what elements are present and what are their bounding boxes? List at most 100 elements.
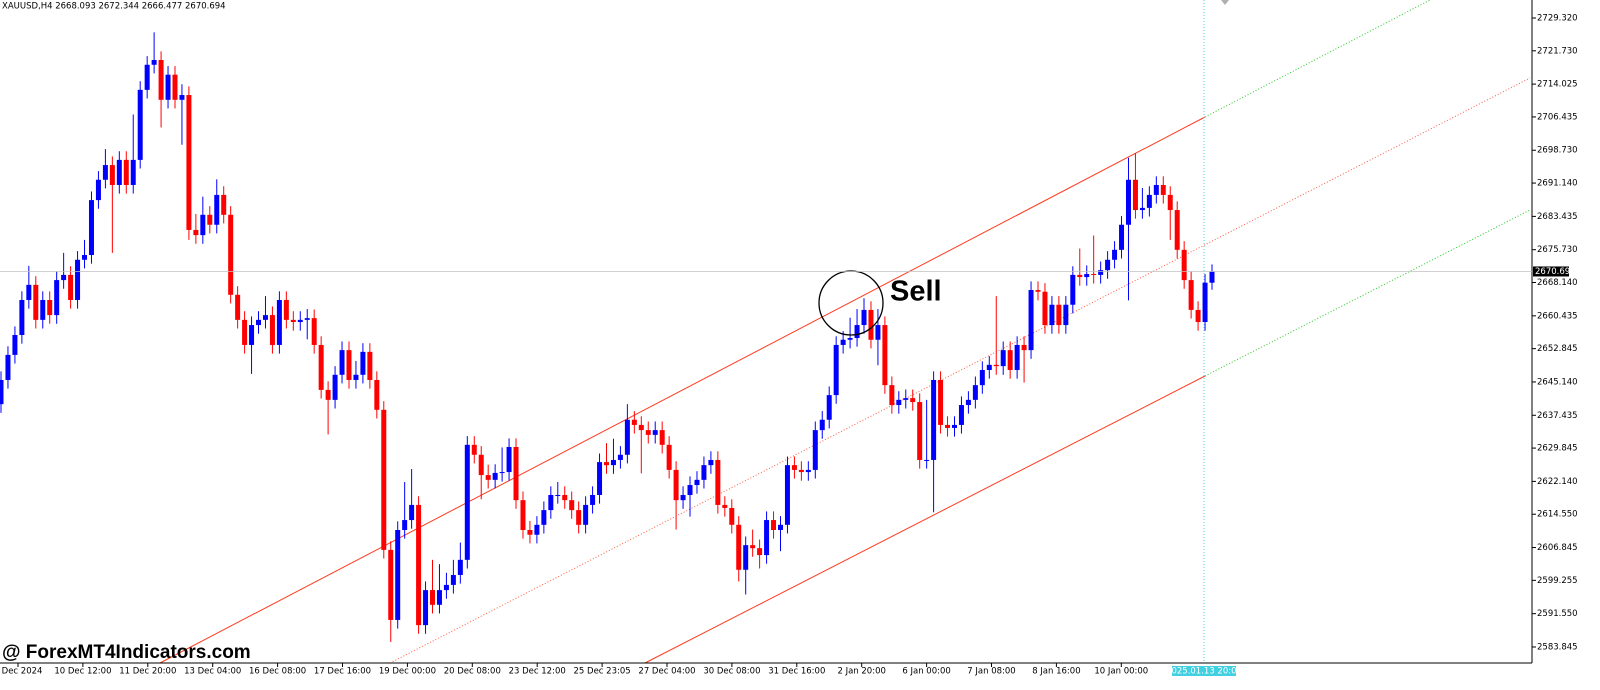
candle-body (569, 500, 575, 511)
candle-body (819, 419, 825, 431)
candle-body (659, 430, 665, 445)
candle-body (95, 179, 101, 201)
candle-body (388, 549, 394, 620)
y-tick-label: 2729.320 (1537, 13, 1578, 23)
candle-body (471, 444, 477, 455)
candle-body (325, 389, 331, 400)
candle-body (256, 319, 262, 326)
candle-body (875, 325, 881, 340)
candle-body (1000, 350, 1006, 367)
candle-body (109, 165, 115, 185)
candle-body (847, 338, 853, 340)
candle-body (1098, 270, 1104, 275)
candle-body (506, 446, 512, 473)
candle-body (242, 319, 248, 345)
candle-body (214, 194, 220, 225)
candle-body (12, 335, 18, 355)
candle-body (805, 469, 811, 473)
candle-body (771, 520, 777, 531)
candle-body (555, 494, 561, 496)
header: XAUUSD,H4 2668.093 2672.344 2666.477 267… (2, 2, 226, 12)
candle-body (116, 159, 122, 185)
candle-body (443, 584, 449, 591)
candle-body (784, 465, 790, 525)
candle-body (1056, 304, 1062, 326)
x-tick-label: 30 Dec 08:00 (703, 667, 760, 677)
candle-body (1160, 184, 1166, 195)
candle-body (207, 214, 213, 225)
x-tick-label: 10 Jan 00:00 (1094, 667, 1148, 677)
candle-body (958, 405, 964, 425)
candle-body (945, 424, 951, 428)
candle-body (1084, 274, 1090, 278)
candle-body (861, 309, 867, 326)
candle-body (374, 379, 380, 410)
candle-body (457, 559, 463, 575)
candle-body (478, 454, 484, 476)
y-tick-label: 2652.845 (1537, 344, 1578, 354)
candle-body (1035, 290, 1041, 292)
candle-body (297, 319, 303, 323)
candle-body (353, 374, 359, 380)
candle-body (652, 430, 658, 435)
y-tick-label: 2645.140 (1537, 377, 1578, 387)
candle-body (882, 325, 888, 386)
x-tick-label: 25 Dec 23:05 (574, 667, 631, 677)
candle-body (736, 524, 742, 570)
candle-body (993, 364, 999, 367)
candle-body (1063, 304, 1069, 326)
price-label: 2670.694 (1535, 267, 1576, 277)
crosshair-label-bg (1172, 666, 1236, 676)
candle-body (151, 60, 157, 65)
candle-body (1132, 179, 1138, 211)
candle-body (102, 165, 108, 180)
candle-body (729, 507, 735, 525)
candle-body (972, 385, 978, 400)
shift-marker (1221, 0, 1229, 5)
candle-body (283, 299, 289, 320)
channel (159, 0, 1531, 664)
candle-body (144, 64, 150, 90)
x-tick-label: 31 Dec 16:00 (768, 667, 825, 677)
candle-body (1021, 344, 1027, 351)
channel-upper (159, 116, 1206, 664)
candle-body (931, 379, 937, 460)
candle-body (791, 465, 797, 470)
candle-body (88, 200, 94, 256)
candle-body (708, 459, 714, 466)
candle-body (812, 430, 818, 470)
candle-body (666, 444, 672, 470)
x-tick-label: 19 Dec 00:00 (379, 667, 436, 677)
candle-body (249, 325, 255, 345)
candle-body (304, 318, 310, 320)
sell-circle (818, 270, 884, 336)
candle-body (624, 419, 630, 455)
candle-body (610, 459, 616, 466)
candle-body (1139, 207, 1145, 211)
candle-body (158, 60, 164, 100)
candle-body (193, 229, 199, 236)
channel-lower-ext (1204, 209, 1531, 377)
channel-lower (644, 375, 1206, 664)
candle-body (562, 494, 568, 501)
candle-body (889, 385, 895, 406)
candle-body (492, 472, 498, 480)
candle-body (910, 398, 916, 403)
candle-body (1209, 271, 1215, 283)
candle-body (513, 446, 519, 501)
candle-body (1077, 274, 1083, 278)
candle-body (631, 419, 637, 425)
candle-body (137, 89, 143, 160)
candle-body (1188, 280, 1194, 310)
candle-body (1028, 290, 1034, 351)
candle-body (777, 524, 783, 531)
candle-body (430, 590, 436, 605)
y-tick-label: 2637.435 (1537, 411, 1578, 421)
candle-body (360, 351, 366, 375)
candle-body (436, 590, 442, 605)
candle-body (979, 370, 985, 386)
candle-body (290, 319, 296, 323)
candle-body (1125, 179, 1131, 225)
candle-body (1181, 249, 1187, 281)
